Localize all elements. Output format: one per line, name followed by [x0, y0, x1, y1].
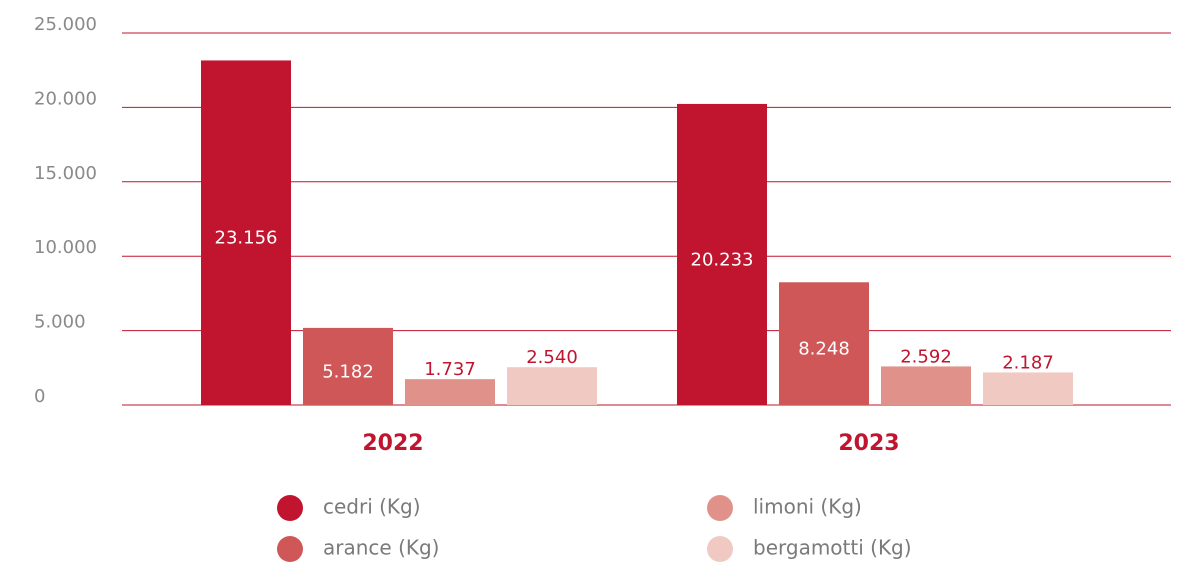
bar — [779, 282, 869, 405]
y-tick-label: 20.000 — [34, 88, 97, 109]
legend-swatch — [707, 536, 733, 562]
y-tick-label: 25.000 — [34, 14, 97, 35]
value-label: 2.187 — [1002, 352, 1054, 373]
bar — [507, 367, 597, 405]
value-label: 8.248 — [798, 339, 850, 360]
value-label: 2.592 — [900, 346, 952, 367]
bar — [201, 60, 291, 405]
legend-label: arance (Kg) — [323, 536, 439, 560]
legend-label: limoni (Kg) — [753, 495, 862, 519]
value-label: 20.233 — [691, 249, 754, 270]
y-tick-label: 10.000 — [34, 237, 97, 258]
x-tick-label: 2023 — [838, 431, 899, 456]
y-tick-label: 15.000 — [34, 163, 97, 184]
y-tick-label: 0 — [34, 386, 45, 407]
value-label: 2.540 — [526, 347, 578, 368]
legend-label: cedri (Kg) — [323, 495, 421, 519]
bar — [405, 379, 495, 405]
value-label: 1.737 — [424, 359, 476, 380]
y-tick-label: 5.000 — [34, 312, 86, 333]
x-tick-label: 2022 — [362, 431, 423, 456]
legend-label: bergamotti (Kg) — [753, 536, 912, 560]
value-label: 5.182 — [322, 361, 374, 382]
bar — [881, 366, 971, 405]
bar — [677, 103, 767, 406]
bar — [983, 372, 1073, 405]
legend-swatch — [707, 495, 733, 521]
legend-swatch — [277, 536, 303, 562]
bar — [303, 327, 393, 405]
legend-swatch — [277, 495, 303, 521]
value-label: 23.156 — [215, 228, 278, 249]
